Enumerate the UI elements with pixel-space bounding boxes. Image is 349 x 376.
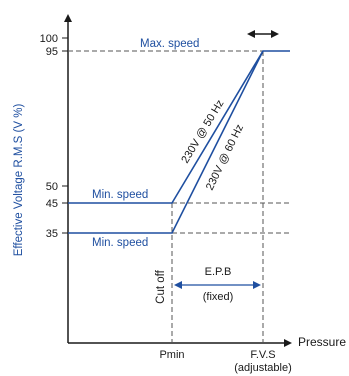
curve-50hz bbox=[68, 50, 290, 204]
y-tick-95: 95 bbox=[46, 46, 58, 58]
label-min-speed-lower: Min. speed bbox=[92, 237, 148, 249]
x-tick-fvs-note: (adjustable) bbox=[234, 362, 291, 374]
y-tick-100: 100 bbox=[40, 33, 58, 45]
label-epb-note: (fixed) bbox=[203, 291, 234, 303]
curve-60hz bbox=[68, 50, 264, 234]
y-tick-35: 35 bbox=[46, 228, 58, 240]
y-axis-label: Effective Voltage R.M.S (V %) bbox=[13, 104, 25, 257]
y-tick-50: 50 bbox=[46, 181, 58, 193]
x-tick-fvs: F.V.S bbox=[250, 349, 275, 361]
label-min-speed-upper: Min. speed bbox=[92, 189, 148, 201]
label-cut-off: Cut off bbox=[155, 269, 167, 303]
x-tick-pmin: Pmin bbox=[159, 349, 184, 361]
y-tick-45: 45 bbox=[46, 198, 58, 210]
label-max-speed: Max. speed bbox=[140, 38, 199, 50]
x-axis-label: Pressure bbox=[298, 335, 346, 349]
label-epb: E.P.B bbox=[205, 266, 232, 278]
